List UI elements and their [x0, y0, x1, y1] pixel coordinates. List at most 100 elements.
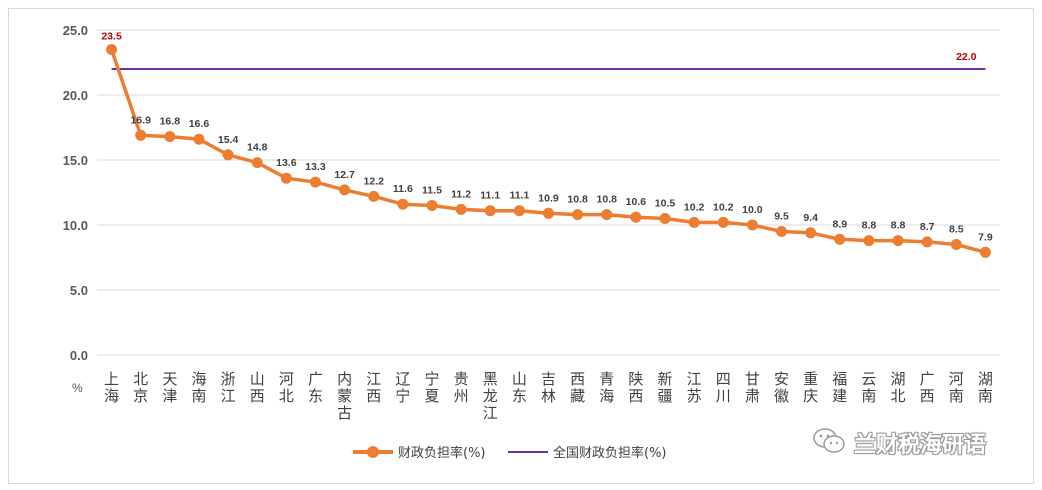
data-point [688, 216, 700, 228]
legend-item-series-1: 财政负担率(%) [353, 445, 486, 461]
y-tick-label: 15.0 [63, 153, 88, 168]
data-label: 13.3 [305, 161, 326, 173]
data-label: 8.7 [920, 221, 935, 233]
x-category-label: 河南 [949, 370, 964, 405]
data-label: 14.8 [247, 142, 268, 154]
x-category-label: 北京 [133, 370, 148, 405]
data-label: 9.5 [774, 211, 789, 223]
data-label: 8.8 [891, 220, 906, 232]
x-category-label: 宁夏 [424, 370, 439, 405]
data-point [251, 157, 263, 169]
data-point [455, 203, 467, 215]
y-axis-ticks: 0.0 5.0 10.0 15.0 20.0 25.0 [63, 23, 88, 363]
watermark: 兰财税海研语 [812, 426, 986, 460]
x-category-label: 河北 [279, 370, 294, 405]
x-category-label: 新疆 [658, 370, 673, 405]
data-label: 12.7 [334, 169, 355, 181]
x-category-label: 吉林 [541, 370, 556, 405]
data-point [746, 219, 758, 231]
x-category-label: 黑龙江 [483, 370, 498, 422]
legend-label-1: 财政负担率(%) [398, 445, 486, 461]
data-label: 10.8 [597, 194, 618, 206]
x-category-label: 四川 [716, 370, 731, 405]
data-label: 11.2 [451, 188, 471, 200]
data-label: 10.5 [655, 198, 676, 210]
data-point [979, 246, 991, 258]
y-tick-label: 10.0 [63, 218, 88, 233]
data-point [717, 216, 729, 228]
x-category-label: 山东 [512, 370, 527, 405]
data-point [193, 133, 205, 145]
legend-label-2: 全国财政负担率(%) [553, 445, 667, 461]
y-tick-label: 20.0 [63, 88, 88, 103]
data-label: 8.8 [862, 220, 877, 232]
data-label: 10.6 [626, 196, 647, 208]
data-labels: 22.0 23.5 16.9 16.8 16.6 15.4 14.8 13.6 13.3 12.7… [101, 31, 993, 244]
x-category-label: 湖南 [978, 370, 993, 405]
x-category-label: 福建 [832, 370, 847, 405]
data-point [892, 235, 904, 247]
data-label: 16.8 [160, 116, 181, 128]
x-category-label: 内蒙古 [337, 370, 352, 422]
x-category-label: 甘肃 [745, 370, 760, 405]
data-point [135, 129, 147, 141]
x-category-label: 浙江 [221, 370, 236, 405]
x-category-label: 西藏 [570, 370, 585, 405]
legend: 财政负担率(%) 全国财政负担率(%) [353, 445, 667, 461]
data-point [659, 213, 671, 224]
data-label: 12.2 [364, 175, 385, 187]
data-point [484, 205, 496, 217]
y-tick-label: 5.0 [70, 283, 88, 298]
y-unit-label: % [72, 381, 83, 395]
national-line-label: 22.0 [956, 51, 977, 63]
x-category-label: 江苏 [687, 370, 702, 405]
data-label: 7.9 [978, 231, 993, 243]
series-line [109, 48, 986, 254]
x-category-label: 青海 [599, 370, 614, 405]
chart-frame [8, 8, 1034, 484]
x-category-label: 江西 [366, 370, 381, 405]
data-point [572, 209, 584, 221]
data-point [630, 211, 642, 223]
data-point [543, 207, 554, 219]
watermark-text: 兰财税海研语 [854, 433, 987, 458]
data-label: 11.5 [422, 185, 442, 197]
data-point [397, 198, 409, 210]
data-point [106, 44, 118, 55]
data-point [339, 184, 351, 196]
x-category-label: 湖北 [891, 370, 906, 405]
x-category-label: 天津 [162, 370, 177, 405]
legend-item-series-2: 全国财政负担率(%) [508, 445, 667, 461]
data-label: 10.0 [742, 204, 763, 216]
data-point [309, 176, 321, 188]
data-point [280, 172, 292, 184]
data-label: 16.9 [130, 114, 151, 126]
data-label: 10.2 [684, 201, 705, 213]
data-point [863, 235, 875, 247]
data-point [368, 190, 380, 202]
data-point [601, 209, 613, 221]
x-category-label: 云南 [861, 370, 876, 405]
data-point [426, 200, 438, 211]
data-label: 15.4 [218, 134, 239, 146]
data-label: 8.9 [832, 218, 847, 230]
data-point [834, 233, 846, 245]
x-category-label: 广东 [308, 370, 323, 405]
data-point [513, 205, 525, 217]
data-label: 9.4 [803, 212, 818, 224]
data-label: 10.2 [713, 201, 734, 213]
series-provinces [106, 44, 991, 258]
data-label: 10.9 [538, 192, 559, 204]
data-point [222, 149, 234, 161]
x-category-label: 上海 [104, 370, 119, 405]
x-category-label: 广西 [920, 370, 935, 405]
x-axis-categories: 上海北京天津海南浙江山西河北广东内蒙古江西辽宁宁夏贵州黑龙江山东吉林西藏青海陕西… [104, 370, 993, 422]
x-category-label: 安徽 [774, 370, 789, 405]
x-category-label: 贵州 [454, 370, 469, 405]
x-category-label: 辽宁 [395, 370, 410, 405]
data-label: 10.8 [567, 194, 588, 206]
data-label: 11.6 [393, 183, 413, 195]
y-tick-label: 0.0 [70, 348, 88, 363]
x-category-label: 陕西 [628, 370, 643, 405]
